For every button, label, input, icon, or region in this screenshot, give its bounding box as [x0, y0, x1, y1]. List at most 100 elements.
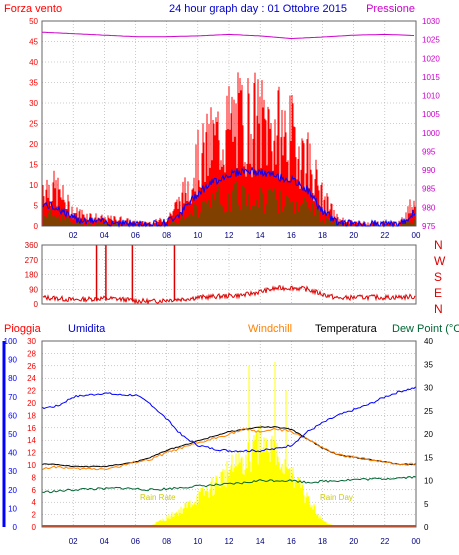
windchill-line	[41, 427, 417, 471]
rain-day-annotation: Rain Day	[320, 493, 353, 502]
humidity-line	[41, 386, 417, 453]
hour-tick-label: 00	[412, 231, 421, 240]
wind-tick-label: 30	[29, 99, 38, 108]
pressure-title: Pressione	[366, 3, 415, 15]
wind-average-line	[42, 166, 416, 228]
pressure-tick-label: 990	[422, 166, 436, 175]
hour-tick-label: 04	[100, 231, 109, 240]
hour-tick-label: 12	[225, 537, 234, 546]
rain-tick-label: 26	[27, 362, 36, 371]
wind-tick-label: 35	[29, 79, 38, 88]
hour-tick-label: 16	[287, 537, 296, 546]
hour-tick-label: 20	[349, 537, 358, 546]
temperature-tick-label: 20	[424, 430, 433, 439]
rain-series	[138, 362, 338, 527]
hour-tick-label: 02	[69, 537, 78, 546]
rain-tick-label: 0	[32, 523, 37, 532]
hour-tick-label: 02	[69, 231, 78, 240]
legend-temperatura: Temperatura	[315, 323, 378, 335]
hour-tick-label: 12	[225, 231, 234, 240]
humidity-tick-label: 50	[8, 430, 17, 439]
pressure-tick-label: 980	[422, 203, 436, 212]
humidity-tick-label: 80	[8, 374, 17, 383]
legend-pioggia: Pioggia	[4, 323, 42, 335]
wind-pressure-panel: 0510152025303540455097598098599099510001…	[29, 17, 440, 240]
hour-tick-label: 20	[349, 231, 358, 240]
hour-tick-label: 10	[193, 537, 202, 546]
wind-tick-label: 45	[29, 38, 38, 47]
temperature-tick-label: 40	[424, 337, 433, 346]
hour-tick-label: 06	[131, 231, 140, 240]
humidity-tick-label: 60	[8, 411, 17, 420]
temperature-tick-label: 15	[424, 453, 433, 462]
pressure-tick-label: 985	[422, 185, 436, 194]
pressure-tick-label: 995	[422, 147, 436, 156]
hour-tick-label: 14	[256, 231, 265, 240]
wind-tick-label: 25	[29, 120, 38, 129]
temperature-tick-label: 25	[424, 407, 433, 416]
wind-tick-label: 15	[29, 161, 38, 170]
compass-label: W	[434, 254, 446, 268]
hour-tick-label: 08	[162, 231, 171, 240]
wind-title: Forza vento	[4, 3, 62, 15]
humidity-tick-label: 40	[8, 449, 17, 458]
hour-tick-label: 10	[193, 231, 202, 240]
legend-dewpoint: Dew Point (°C	[392, 323, 459, 335]
compass-label: E	[434, 286, 442, 300]
hour-tick-label: 04	[100, 537, 109, 546]
wind-tick-label: 5	[34, 202, 39, 211]
rain-tick-label: 18	[27, 411, 36, 420]
temperature-tick-label: 10	[424, 477, 433, 486]
hour-tick-label: 22	[380, 537, 389, 546]
rain-tick-label: 10	[27, 461, 36, 470]
compass-label: N	[434, 302, 443, 316]
hour-tick-label: 16	[287, 231, 296, 240]
pressure-line	[41, 31, 415, 40]
hour-tick-label: 06	[131, 537, 140, 546]
hour-tick-label: 08	[162, 537, 171, 546]
humidity-tick-label: 10	[8, 504, 17, 513]
legend-windchill: Windchill	[248, 323, 292, 335]
pressure-tick-label: 975	[422, 222, 436, 231]
pressure-tick-label: 1025	[422, 36, 440, 45]
pressure-tick-label: 1005	[422, 110, 440, 119]
direction-tick-label: 180	[25, 271, 39, 280]
wind-direction-line	[42, 285, 416, 305]
chart-date-title: 24 hour graph day : 01 Ottobre 2015	[169, 3, 347, 15]
wind-speed-series	[43, 181, 415, 226]
wind-tick-label: 10	[29, 181, 38, 190]
rain-tick-label: 28	[27, 349, 36, 358]
rain-tick-label: 30	[27, 337, 36, 346]
hour-tick-label: 18	[318, 231, 327, 240]
rain-tick-label: 20	[27, 399, 36, 408]
pressure-tick-label: 1000	[422, 129, 440, 138]
wind-tick-label: 50	[29, 17, 38, 26]
hour-tick-label: 00	[412, 537, 421, 546]
dewpoint-line	[41, 475, 417, 494]
panel-frame	[41, 244, 417, 305]
pressure-tick-label: 1030	[422, 17, 440, 26]
temperature-tick-label: 0	[424, 523, 429, 532]
rain-tick-label: 8	[32, 473, 37, 482]
hour-tick-label: 14	[256, 537, 265, 546]
humidity-tick-label: 100	[4, 337, 18, 346]
direction-tick-label: 0	[34, 300, 39, 309]
rain-tick-label: 6	[32, 486, 37, 495]
temperature-humidity-panel: 0102030405060708090100024681012141618202…	[2, 337, 433, 546]
rain-rate-annotation: Rain Rate	[140, 493, 176, 502]
rain-tick-label: 14	[27, 436, 36, 445]
temperature-tick-label: 5	[424, 500, 429, 509]
rain-tick-label: 16	[27, 424, 36, 433]
pressure-tick-label: 1020	[422, 54, 440, 63]
wind-tick-label: 20	[29, 140, 38, 149]
humidity-tick-label: 0	[13, 523, 18, 532]
compass-label: N	[434, 238, 443, 252]
direction-tick-label: 90	[29, 285, 38, 294]
rain-tick-label: 24	[27, 374, 36, 383]
rain-tick-label: 22	[27, 387, 36, 396]
wind-tick-label: 0	[34, 222, 39, 231]
wind-tick-label: 40	[29, 58, 38, 67]
compass-label: S	[434, 270, 442, 284]
